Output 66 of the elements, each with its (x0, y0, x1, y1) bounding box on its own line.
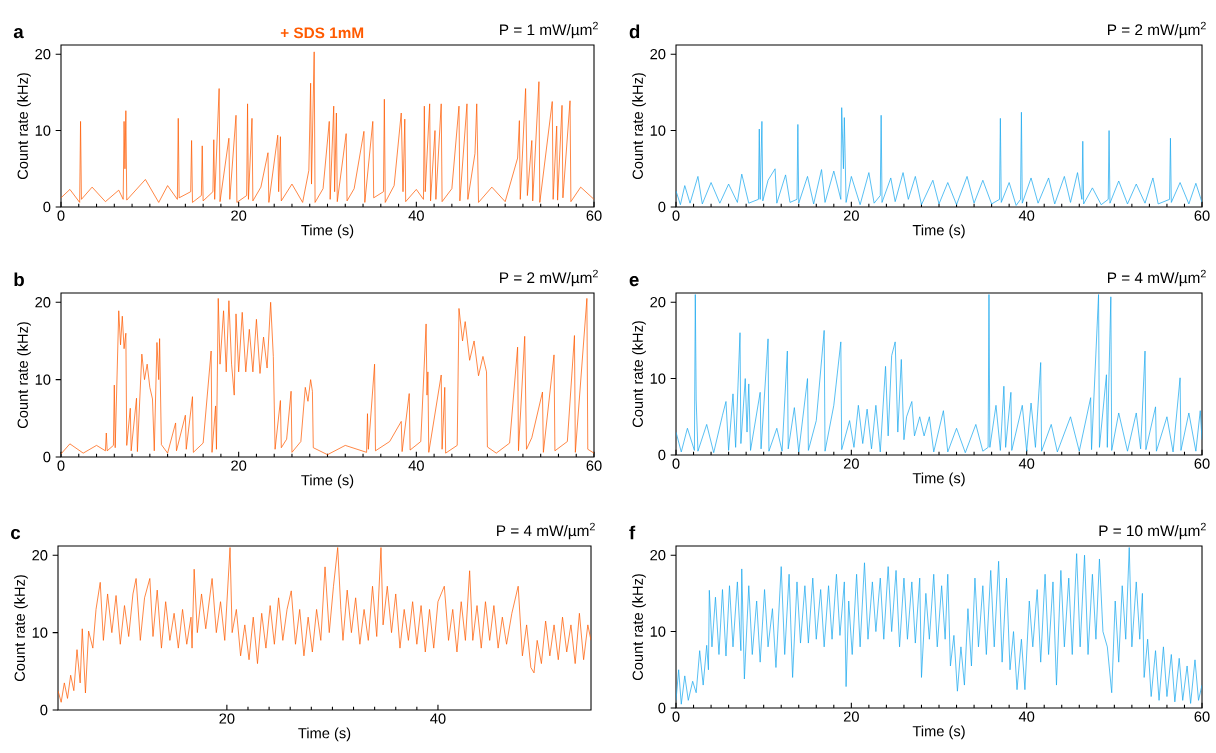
x-tick-label: 40 (1018, 711, 1035, 722)
text: d (629, 24, 640, 39)
x-tick-label: 20 (231, 210, 247, 221)
x-tick-label: 20 (843, 210, 859, 221)
y-tick-label: 10 (650, 373, 666, 384)
y-tick-label: 0 (658, 201, 666, 213)
x-tick-label: 0 (672, 711, 680, 722)
x-tick-label: 60 (1194, 711, 1210, 722)
y-tick-label: 0 (658, 449, 666, 461)
x-tick-label: 40 (408, 210, 424, 221)
text: f (629, 525, 636, 540)
x-tick-label: 40 (430, 713, 446, 724)
x-tick-label: 20 (219, 713, 235, 724)
chart-subtitle: P = 2 mW/µm$^{2}$ (1108, 21, 1206, 39)
x-axis-title: Time (s) (912, 725, 965, 740)
y-tick-label: 10 (32, 627, 48, 638)
y-tick-label: 10 (650, 125, 666, 136)
x-tick-label: 0 (57, 210, 65, 221)
x-tick-label: 0 (57, 460, 65, 471)
x-axis-title: Time (s) (912, 472, 965, 487)
y-tick-label: 20 (35, 48, 51, 60)
x-tick-label: 40 (408, 460, 424, 471)
y-tick-label: 20 (35, 297, 51, 308)
y-tick-label: 0 (43, 201, 51, 213)
chart-subtitle: P = 4 mW/µm$^{2}$ (1108, 269, 1206, 287)
chart-subtitle: P = 2 mW/µm$^{2}$ (500, 269, 598, 287)
x-tick-label: 60 (586, 460, 602, 471)
y-axis-title: Count rate (kHz) (632, 321, 646, 428)
x-tick-label: 40 (1018, 210, 1035, 221)
chart-subtitle: P = 4 mW/µm$^{2}$ (497, 522, 595, 540)
x-axis-title: Time (s) (301, 224, 354, 239)
x-tick-label: 60 (1194, 458, 1210, 469)
y-tick-label: 0 (658, 702, 666, 714)
x-axis-title: Time (s) (298, 727, 351, 742)
y-axis-title: Count rate (kHz) (632, 574, 646, 681)
y-tick-label: 20 (650, 296, 666, 308)
x-axis-title: Time (s) (912, 224, 965, 239)
x-tick-label: 20 (843, 458, 859, 469)
y-tick-label: 20 (650, 549, 666, 561)
text: a (13, 28, 24, 39)
y-axis-title: Count rate (kHz) (632, 73, 646, 180)
y-axis-title: Count rate (kHz) (17, 73, 31, 180)
chart-title: + SDS 1mM (280, 27, 364, 39)
y-tick-label: 10 (35, 125, 51, 136)
y-tick-label: 20 (650, 48, 666, 60)
chart-subtitle: P = 10 mW/µm$^{2}$ (1099, 522, 1206, 540)
x-tick-label: 20 (231, 460, 247, 471)
y-tick-label: 10 (35, 374, 51, 385)
x-tick-label: 20 (843, 711, 859, 722)
line-series (676, 547, 1203, 705)
x-tick-label: 40 (1018, 458, 1035, 469)
x-axis-title: Time (s) (301, 474, 354, 489)
text: b (14, 272, 24, 287)
text: e (629, 276, 639, 287)
y-tick-label: 20 (32, 550, 48, 561)
chart-subtitle: P = 1 mW/µm$^{2}$ (500, 21, 598, 39)
y-tick-label: 10 (650, 626, 666, 637)
line-series (61, 51, 594, 203)
x-tick-label: 60 (586, 210, 602, 221)
y-axis-title: Count rate (kHz) (14, 575, 28, 682)
x-tick-label: 0 (672, 458, 680, 469)
y-axis-title: Count rate (kHz) (17, 322, 31, 429)
text: c (11, 528, 21, 540)
x-tick-label: 60 (1194, 210, 1210, 221)
line-series (58, 547, 592, 703)
x-tick-label: 0 (672, 210, 680, 221)
